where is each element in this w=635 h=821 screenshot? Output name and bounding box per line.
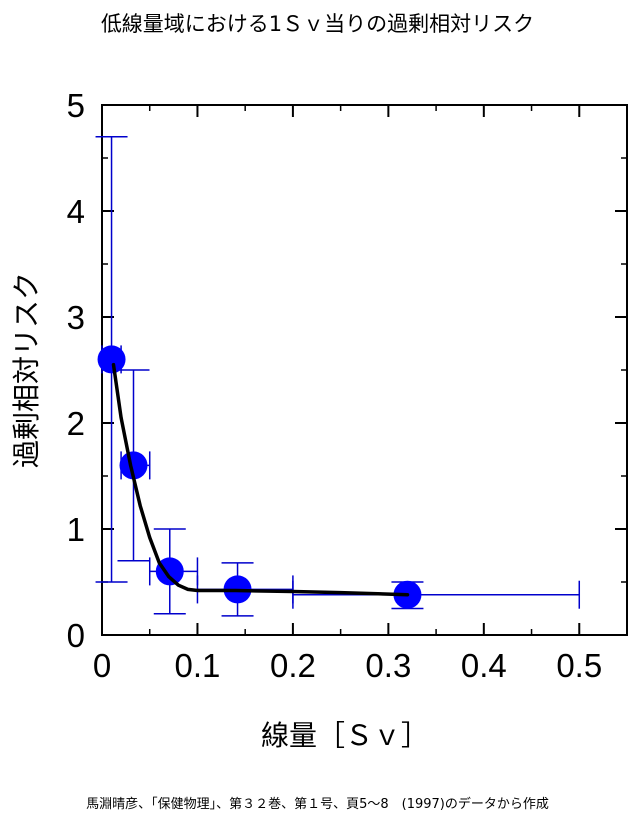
plot-frame — [101, 104, 628, 636]
y-tick-label: 3 — [67, 299, 85, 336]
fit-line — [111, 362, 410, 597]
chart: 0 0.1 0.2 0.3 0.4 0.5 0 1 2 3 4 5 線量［Ｓｖ］ 過剰相対リスク — [10, 87, 628, 752]
y-tick-label: 2 — [67, 405, 85, 442]
x-tick-label: 0.4 — [461, 647, 507, 684]
data-point — [155, 557, 184, 586]
x-tick-label: 0.2 — [270, 647, 316, 684]
error-bars — [95, 136, 581, 617]
x-tick-labels: 0 0.1 0.2 0.3 0.4 0.5 — [93, 647, 602, 684]
x-tick-label: 0 — [93, 647, 111, 684]
x-tick-label: 0.3 — [365, 647, 411, 684]
y-axis-title: 過剰相対リスク — [10, 272, 43, 468]
x-tick-label: 0.1 — [175, 647, 221, 684]
axis-ticks — [101, 104, 628, 636]
data-points — [97, 345, 422, 609]
x-tick-label: 0.5 — [556, 647, 602, 684]
y-tick-label: 4 — [67, 193, 85, 230]
source-note: 馬淵晴彦、「保健物理」、第３２巻、第１号、頁5～8 (1997)のデータから作成 — [86, 797, 549, 812]
data-point — [97, 345, 126, 374]
y-tick-labels: 0 1 2 3 4 5 — [67, 87, 85, 654]
x-axis-title: 線量［Ｓｖ］ — [261, 719, 429, 752]
y-tick-label: 0 — [67, 617, 85, 654]
y-tick-label: 5 — [67, 87, 85, 124]
data-point — [119, 451, 148, 480]
chart-title: 低線量域における1Ｓｖ当りの過剰相対リスク — [100, 12, 535, 36]
y-tick-label: 1 — [67, 511, 85, 548]
